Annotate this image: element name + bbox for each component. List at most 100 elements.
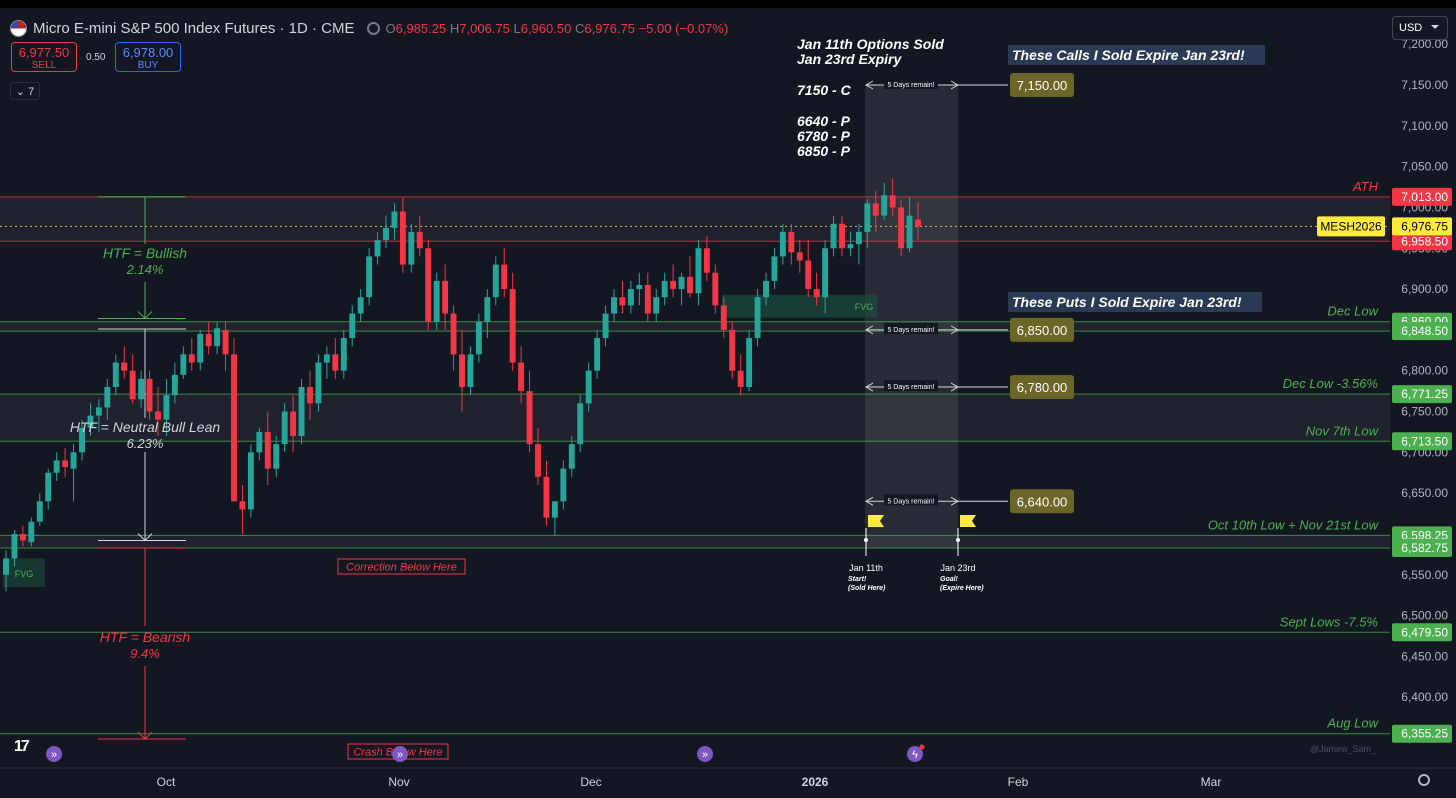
option-arrow-right xyxy=(950,80,960,90)
replay-icon-glyph: » xyxy=(702,749,708,761)
level-label: Nov 7th Low xyxy=(1306,423,1380,438)
y-tick-label: 6,400.00 xyxy=(1401,690,1448,704)
level-price-text: 6,958.50 xyxy=(1401,234,1448,248)
y-tick-label: 7,150.00 xyxy=(1401,78,1448,92)
options-note-title: Jan 11th Options Sold xyxy=(797,36,944,52)
candle-body xyxy=(763,280,769,298)
candle-body xyxy=(475,321,482,355)
ath-zone xyxy=(0,196,1390,242)
option-tag-text: 6,640.00 xyxy=(1017,494,1068,509)
goal-marker-note2: (Expire Here) xyxy=(940,585,984,592)
x-tick-label: Nov xyxy=(388,775,409,789)
level-price-tag xyxy=(1392,187,1452,206)
candle-body xyxy=(3,558,9,575)
top-bar xyxy=(0,0,1456,8)
current-price-text: 6,976.75 xyxy=(1401,219,1448,233)
sell-button[interactable]: 6,977.50 SELL xyxy=(11,42,77,72)
y-tick-label: 6,550.00 xyxy=(1401,568,1448,582)
candle-body xyxy=(585,370,592,404)
put-strike: 6640 - P xyxy=(797,113,851,129)
level-price-text: 6,598.25 xyxy=(1401,528,1448,542)
candle-body xyxy=(813,289,820,298)
candle-body xyxy=(855,231,862,245)
candle-body xyxy=(746,338,753,388)
options-note-expiry: Jan 23rd Expiry xyxy=(797,51,902,67)
goal-marker-dot xyxy=(956,538,960,542)
replay-icon xyxy=(697,746,713,762)
candle-body xyxy=(281,411,288,445)
candle-body xyxy=(155,411,161,420)
candle-body xyxy=(256,431,263,453)
candle-body xyxy=(62,460,69,468)
candle-body xyxy=(619,297,626,306)
candle-body xyxy=(881,195,888,216)
candle-body xyxy=(366,256,373,298)
currency-select[interactable]: USD xyxy=(1392,16,1448,40)
level-price-text: 6,848.50 xyxy=(1401,324,1448,338)
candle-body xyxy=(180,354,187,375)
candle-body xyxy=(712,272,719,306)
option-tag xyxy=(1010,489,1074,514)
level-label: Sept Lows -7.5% xyxy=(1280,614,1378,629)
option-tag-text: 6,850.00 xyxy=(1017,323,1068,338)
candle-body xyxy=(357,297,364,314)
candle-body xyxy=(205,333,212,347)
level-price-tag xyxy=(1392,724,1452,743)
start-marker-date: Jan 11th xyxy=(849,563,883,573)
candle-body xyxy=(822,248,829,298)
candle-body xyxy=(104,387,111,408)
option-tag xyxy=(1010,317,1074,342)
candle-body xyxy=(754,297,761,339)
start-marker-flag xyxy=(868,515,884,527)
option-tag-text: 6,780.00 xyxy=(1017,380,1068,395)
candle-body xyxy=(231,354,237,502)
option-arrow-left xyxy=(864,382,874,392)
days-remain-label: 5 Days remain! xyxy=(887,498,934,505)
candle-body xyxy=(416,231,423,249)
candle-body xyxy=(197,333,204,363)
candle-body xyxy=(847,244,854,249)
level-price-text: 6,713.50 xyxy=(1401,434,1448,448)
indicator-toggle[interactable]: ⌄ 7 xyxy=(10,82,40,100)
start-marker-dot xyxy=(864,538,868,542)
htf-neutral-label: HTF = Neutral Bull Lean xyxy=(70,419,221,435)
symbol-title[interactable]: Micro E-mini S&P 500 Index Futures · 1D … xyxy=(33,19,355,37)
correction-label-box xyxy=(337,558,466,575)
y-tick-label: 7,050.00 xyxy=(1401,160,1448,174)
goal-marker-date: Jan 23rd xyxy=(940,563,975,573)
level-price-text: 6,479.50 xyxy=(1401,625,1448,639)
candle-body xyxy=(298,387,305,436)
x-tick-label: Oct xyxy=(157,775,176,789)
candle-body xyxy=(239,501,246,510)
candle-body xyxy=(661,280,668,298)
candle-body xyxy=(594,338,601,371)
fvg-label: FVG xyxy=(855,302,874,312)
candle-body xyxy=(611,297,617,314)
goal-marker-flag xyxy=(960,515,976,527)
candle-body xyxy=(332,354,339,371)
replay-icon-glyph: » xyxy=(51,749,57,761)
htf-neutral-pct: 6.23% xyxy=(127,436,164,451)
option-arrow-right xyxy=(950,382,960,392)
days-remain-label: 5 Days remain! xyxy=(887,327,934,334)
days-remain-label: 5 Days remain! xyxy=(887,82,934,89)
candle-body xyxy=(687,276,693,294)
htf-neutral-arrow-head xyxy=(137,533,153,542)
candle-body xyxy=(374,240,381,257)
start-marker-note1: Start! xyxy=(848,576,867,583)
candle-body xyxy=(79,427,85,453)
buy-button[interactable]: 6,978.00 BUY xyxy=(115,42,181,72)
start-marker-note2: (Sold Here) xyxy=(848,585,886,592)
y-tick-label: 6,750.00 xyxy=(1401,405,1448,419)
candle-body xyxy=(543,476,550,518)
days-remain-bg xyxy=(884,380,938,392)
news-icon xyxy=(907,746,923,762)
settings-gear-icon[interactable] xyxy=(1418,774,1430,786)
candle-body xyxy=(87,415,94,428)
candle-body xyxy=(703,248,710,273)
candle-body xyxy=(805,260,812,290)
candle-body xyxy=(484,297,491,322)
option-arrow-left xyxy=(864,80,874,90)
option-arrow-left xyxy=(864,325,874,335)
